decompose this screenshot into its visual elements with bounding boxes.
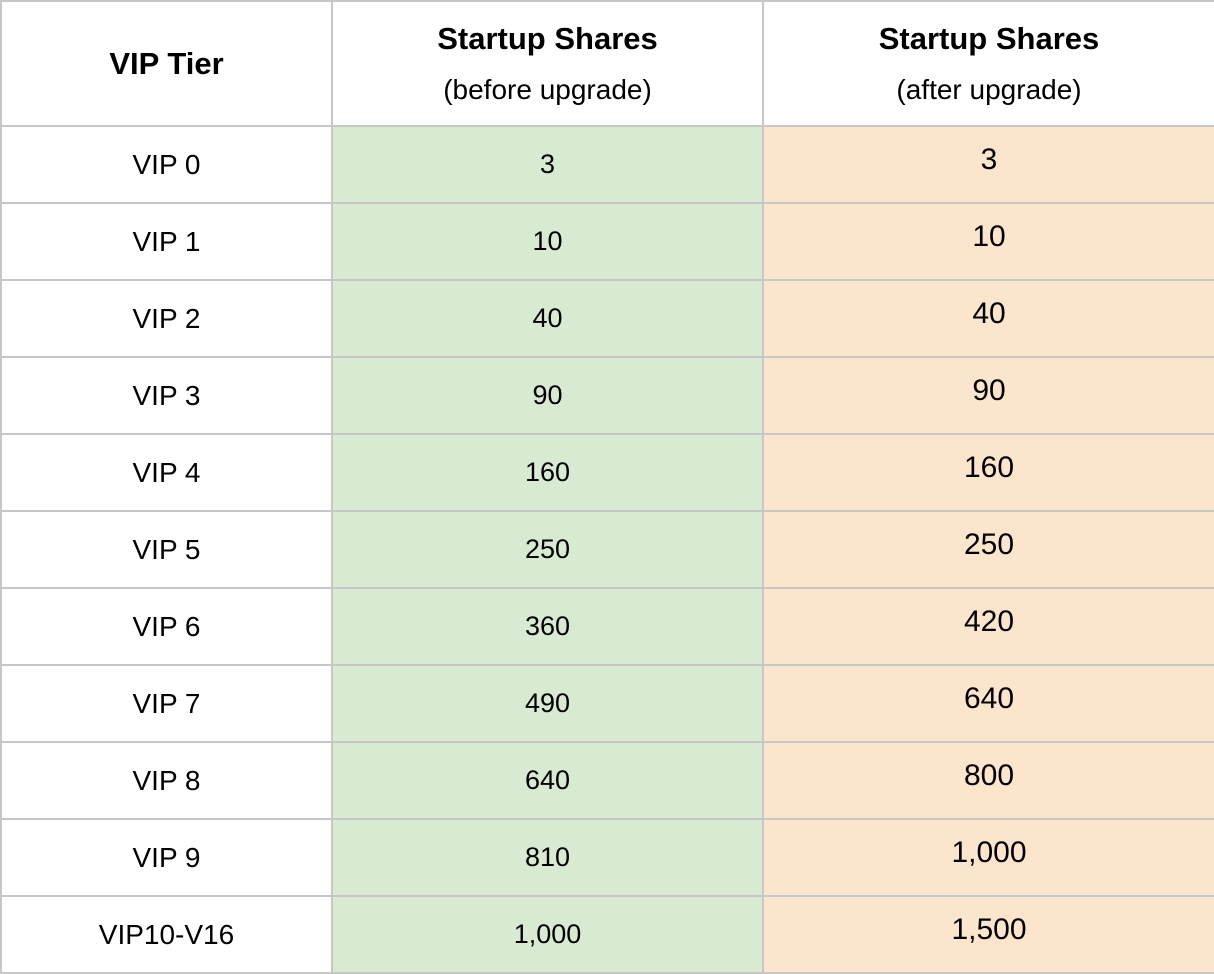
header-row: VIP Tier Startup Shares (before upgrade)… [0,0,1214,127]
after-cell: 160 [762,433,1214,512]
after-cell: 1,000 [762,818,1214,897]
table-row: VIP 1 10 10 [0,202,1214,281]
col-header-vip-tier-label: VIP Tier [109,45,224,81]
before-cell: 1,000 [331,895,764,974]
table-row: VIP 6 360 420 [0,587,1214,666]
after-cell: 3 [762,125,1214,204]
before-cell: 810 [331,818,764,897]
tier-cell: VIP 7 [0,664,333,743]
table-row: VIP 2 40 40 [0,279,1214,358]
tier-cell: VIP 1 [0,202,333,281]
before-cell: 160 [331,433,764,512]
after-cell: 10 [762,202,1214,281]
table-row: VIP 5 250 250 [0,510,1214,589]
after-cell: 1,500 [762,895,1214,974]
col-header-vip-tier: VIP Tier [0,0,333,127]
table-row: VIP 0 3 3 [0,125,1214,204]
tier-cell: VIP 6 [0,587,333,666]
tier-cell: VIP 0 [0,125,333,204]
table-row: VIP 3 90 90 [0,356,1214,435]
after-cell: 90 [762,356,1214,435]
table-row: VIP 7 490 640 [0,664,1214,743]
col-header-before: Startup Shares (before upgrade) [331,0,764,127]
after-cell: 420 [762,587,1214,666]
tier-cell: VIP 4 [0,433,333,512]
col-header-after-title: Startup Shares [878,21,1100,57]
col-header-before-subtitle: (before upgrade) [443,73,652,105]
table-row: VIP10-V16 1,000 1,500 [0,895,1214,974]
before-cell: 250 [331,510,764,589]
before-cell: 3 [331,125,764,204]
before-cell: 40 [331,279,764,358]
tier-cell: VIP10-V16 [0,895,333,974]
col-header-after: Startup Shares (after upgrade) [762,0,1214,127]
tier-cell: VIP 3 [0,356,333,435]
table-row: VIP 8 640 800 [0,741,1214,820]
before-cell: 10 [331,202,764,281]
after-cell: 640 [762,664,1214,743]
before-cell: 490 [331,664,764,743]
after-cell: 250 [762,510,1214,589]
tier-cell: VIP 2 [0,279,333,358]
before-cell: 640 [331,741,764,820]
tier-cell: VIP 9 [0,818,333,897]
after-cell: 40 [762,279,1214,358]
tier-cell: VIP 5 [0,510,333,589]
tier-cell: VIP 8 [0,741,333,820]
col-header-before-title: Startup Shares [437,21,658,57]
table-row: VIP 4 160 160 [0,433,1214,512]
before-cell: 360 [331,587,764,666]
before-cell: 90 [331,356,764,435]
after-cell: 800 [762,741,1214,820]
col-header-after-subtitle: (after upgrade) [896,73,1082,105]
table-row: VIP 9 810 1,000 [0,818,1214,897]
